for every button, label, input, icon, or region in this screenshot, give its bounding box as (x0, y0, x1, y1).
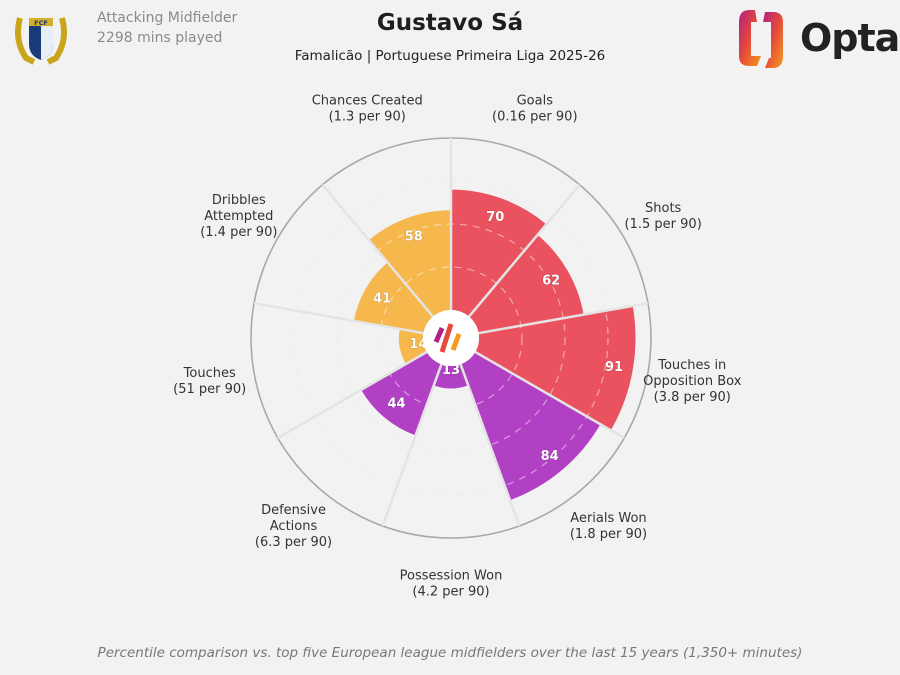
spoke (459, 363, 521, 527)
slice-8 (368, 210, 451, 317)
pizza-chart: 70 Goals(0.16 per 90) 62 Shots(1.5 per 90) 9… (173, 93, 742, 600)
value-label: 41 (373, 292, 391, 307)
player-position: Attacking Midfielder (97, 10, 238, 26)
slice-3 (460, 352, 601, 501)
value-label: 58 (405, 229, 423, 244)
spoke (468, 183, 581, 318)
category-label: Attempted (204, 209, 273, 224)
value-label: 70 (486, 210, 504, 225)
category-label: Touches (183, 366, 236, 381)
minutes-played: 2298 mins played (97, 30, 223, 46)
club-crest: FCF (15, 17, 67, 65)
spoke (381, 363, 443, 527)
emblem-stroke (433, 327, 445, 343)
chart-footnote: Percentile comparison vs. top five Europ… (97, 645, 803, 661)
category-per90: (4.2 per 90) (412, 585, 489, 600)
opta-logo-icon (739, 10, 783, 68)
value-label: 13 (442, 363, 460, 378)
chart-subtitle: Famalicão | Portuguese Primeira Liga 202… (294, 48, 606, 64)
category-per90: (1.4 per 90) (200, 225, 277, 240)
category-label: Dribbles (212, 193, 266, 208)
category-per90: (0.16 per 90) (492, 109, 578, 124)
value-label: 91 (605, 360, 623, 375)
category-label: Aerials Won (570, 511, 646, 526)
slice-4 (433, 364, 469, 389)
emblem-stroke (439, 323, 454, 353)
category-label: Chances Created (312, 93, 423, 108)
category-per90: (3.8 per 90) (654, 390, 731, 405)
center-hub (423, 310, 479, 366)
category-label: Possession Won (400, 569, 503, 584)
value-label: 44 (388, 396, 406, 411)
slice-5 (361, 352, 442, 436)
spoke (478, 302, 649, 335)
category-per90: (51 per 90) (173, 382, 246, 397)
category-label: Shots (645, 201, 682, 216)
slice-7 (353, 262, 434, 334)
category-per90: (6.3 per 90) (255, 535, 332, 550)
category-label: Actions (270, 519, 318, 534)
slice-1 (468, 234, 584, 334)
spoke (277, 350, 428, 440)
category-label: Goals (517, 93, 554, 108)
gridline-overlay (379, 266, 523, 410)
spoke (321, 183, 434, 318)
crest-text: FCF (34, 19, 48, 27)
spoke (474, 350, 625, 440)
category-label: Defensive (261, 503, 326, 518)
player-name: Gustavo Sá (376, 10, 524, 36)
value-label: 62 (542, 274, 560, 289)
category-per90: (1.5 per 90) (625, 217, 702, 232)
category-per90: (1.3 per 90) (329, 109, 406, 124)
center-emblem-icon (433, 323, 462, 353)
slice-2 (475, 305, 636, 431)
gridline-overlay (293, 180, 609, 496)
slice-0 (451, 189, 547, 317)
emblem-stroke (450, 333, 462, 351)
value-label: 84 (541, 449, 559, 464)
opta-brand-text: Opta (800, 16, 900, 60)
spoke (253, 302, 424, 335)
category-label: Touches in (657, 358, 726, 373)
value-label: 14 (409, 337, 427, 352)
category-per90: (1.8 per 90) (570, 527, 647, 542)
category-label: Opposition Box (643, 374, 742, 389)
